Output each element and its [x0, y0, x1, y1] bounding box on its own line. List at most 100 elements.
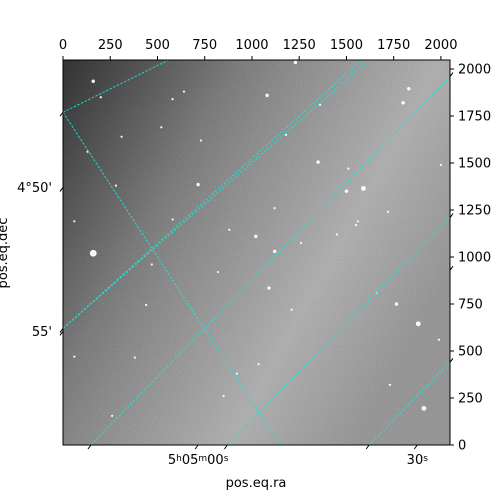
star-point — [267, 286, 271, 290]
star-point — [235, 372, 238, 375]
star-point — [361, 185, 366, 191]
star-point — [290, 308, 293, 311]
star-point — [272, 249, 277, 254]
dec-grid-line — [63, 60, 362, 329]
ra-tick-mark — [223, 444, 228, 450]
dec-tick-label: 4°50' — [17, 181, 52, 196]
star-point — [386, 210, 390, 213]
dec-grid-line — [63, 60, 170, 113]
ra-world-axis: 5h05m00s 30s — [87, 444, 429, 468]
star-point — [73, 355, 76, 358]
x-top-tick-label: 750 — [192, 38, 217, 53]
x-axis-label: pos.eq.ra — [226, 476, 287, 491]
star-point — [344, 189, 349, 193]
x-top-tick-label: 250 — [98, 38, 123, 53]
star-point — [91, 79, 95, 83]
star-point — [150, 263, 153, 266]
ra-tick-mark — [194, 444, 199, 450]
x-top-tick-label: 500 — [145, 38, 170, 53]
ra-grid-line — [227, 217, 450, 445]
right-edge-tick-mark — [449, 265, 454, 271]
star-point — [265, 93, 269, 98]
star-point — [284, 133, 288, 136]
star-point — [318, 103, 322, 106]
star-point — [89, 249, 97, 257]
right-edge-tick-mark — [449, 357, 454, 363]
dec-world-axis: 4°50' 55' — [17, 72, 454, 363]
y-right-tick-label: 1500 — [458, 157, 491, 172]
x-top-tick-label: 2000 — [424, 38, 457, 53]
star-point — [73, 220, 76, 223]
y-right-tick-label: 250 — [458, 392, 483, 407]
ra-grid-line — [90, 76, 450, 445]
star-point — [388, 383, 392, 386]
star-point — [114, 184, 118, 187]
star-point — [401, 101, 405, 105]
star-point — [254, 234, 258, 239]
dec-grid-line — [63, 112, 281, 445]
star-point — [437, 338, 441, 341]
star-point — [171, 218, 174, 221]
star-point — [99, 96, 102, 99]
x-top-pixel-axis: 0 250 500 750 1000 1250 1500 1750 2000 — [59, 38, 457, 60]
ra-grid-line — [368, 361, 450, 445]
star-point — [257, 363, 260, 366]
star-point — [316, 160, 320, 164]
x-top-tick-label: 1000 — [235, 38, 268, 53]
star-point — [111, 414, 114, 417]
star-point — [216, 270, 220, 274]
y-right-tick-label: 2000 — [458, 63, 491, 78]
star-point — [199, 139, 203, 142]
star-point — [120, 135, 123, 138]
x-top-tick-label: 1500 — [330, 38, 363, 53]
star-point — [273, 207, 276, 210]
star-point — [222, 395, 225, 398]
x-top-tick-label: 1750 — [377, 38, 410, 53]
star-point — [356, 220, 359, 223]
coordinate-grid — [63, 60, 450, 445]
dec-tick-mark — [59, 330, 64, 336]
image-area — [63, 60, 450, 445]
star-point — [354, 223, 357, 227]
stars-layer — [73, 60, 443, 417]
star-point — [299, 241, 303, 245]
y-right-tick-label: 0 — [458, 439, 466, 454]
right-edge-tick-mark — [449, 213, 454, 218]
y-right-tick-label: 750 — [458, 298, 483, 313]
y-right-tick-label: 1750 — [458, 110, 491, 125]
dec-tick-label: 55' — [32, 325, 52, 340]
ra-tick-mark — [365, 444, 370, 450]
dec-tick-mark — [59, 111, 64, 117]
y-right-tick-label: 500 — [458, 345, 483, 360]
star-point — [228, 228, 231, 231]
star-point — [421, 405, 427, 411]
ra-tick-mark — [413, 444, 418, 450]
ra-tick-label: 30s — [407, 453, 429, 468]
dec-tick-mark — [59, 328, 64, 333]
star-point — [171, 98, 174, 101]
star-point — [335, 233, 339, 236]
ra-tick-label: 5h05m00s — [168, 453, 229, 468]
sky-noise — [63, 60, 450, 445]
star-point — [196, 182, 200, 187]
x-top-tick-label: 1250 — [283, 38, 316, 53]
y-axis-label: pos.eq.dec — [0, 218, 11, 289]
x-top-tick-label: 0 — [59, 38, 67, 53]
star-point — [347, 167, 350, 170]
star-point — [415, 321, 421, 327]
star-point — [439, 163, 443, 166]
ra-tick-mark — [87, 444, 92, 450]
y-right-tick-label: 1250 — [458, 204, 491, 219]
y-right-pixel-axis: 0 250 500 750 1000 1250 1500 1750 2000 — [450, 63, 491, 454]
right-edge-tick-mark — [449, 72, 454, 77]
plot-frame — [62, 59, 451, 446]
star-point — [182, 90, 186, 93]
dec-tick-mark — [59, 187, 64, 192]
star-point — [133, 356, 136, 359]
star-point — [293, 60, 298, 65]
star-point — [407, 87, 411, 91]
star-point — [160, 126, 163, 129]
star-point — [394, 302, 399, 306]
star-point — [145, 303, 148, 307]
